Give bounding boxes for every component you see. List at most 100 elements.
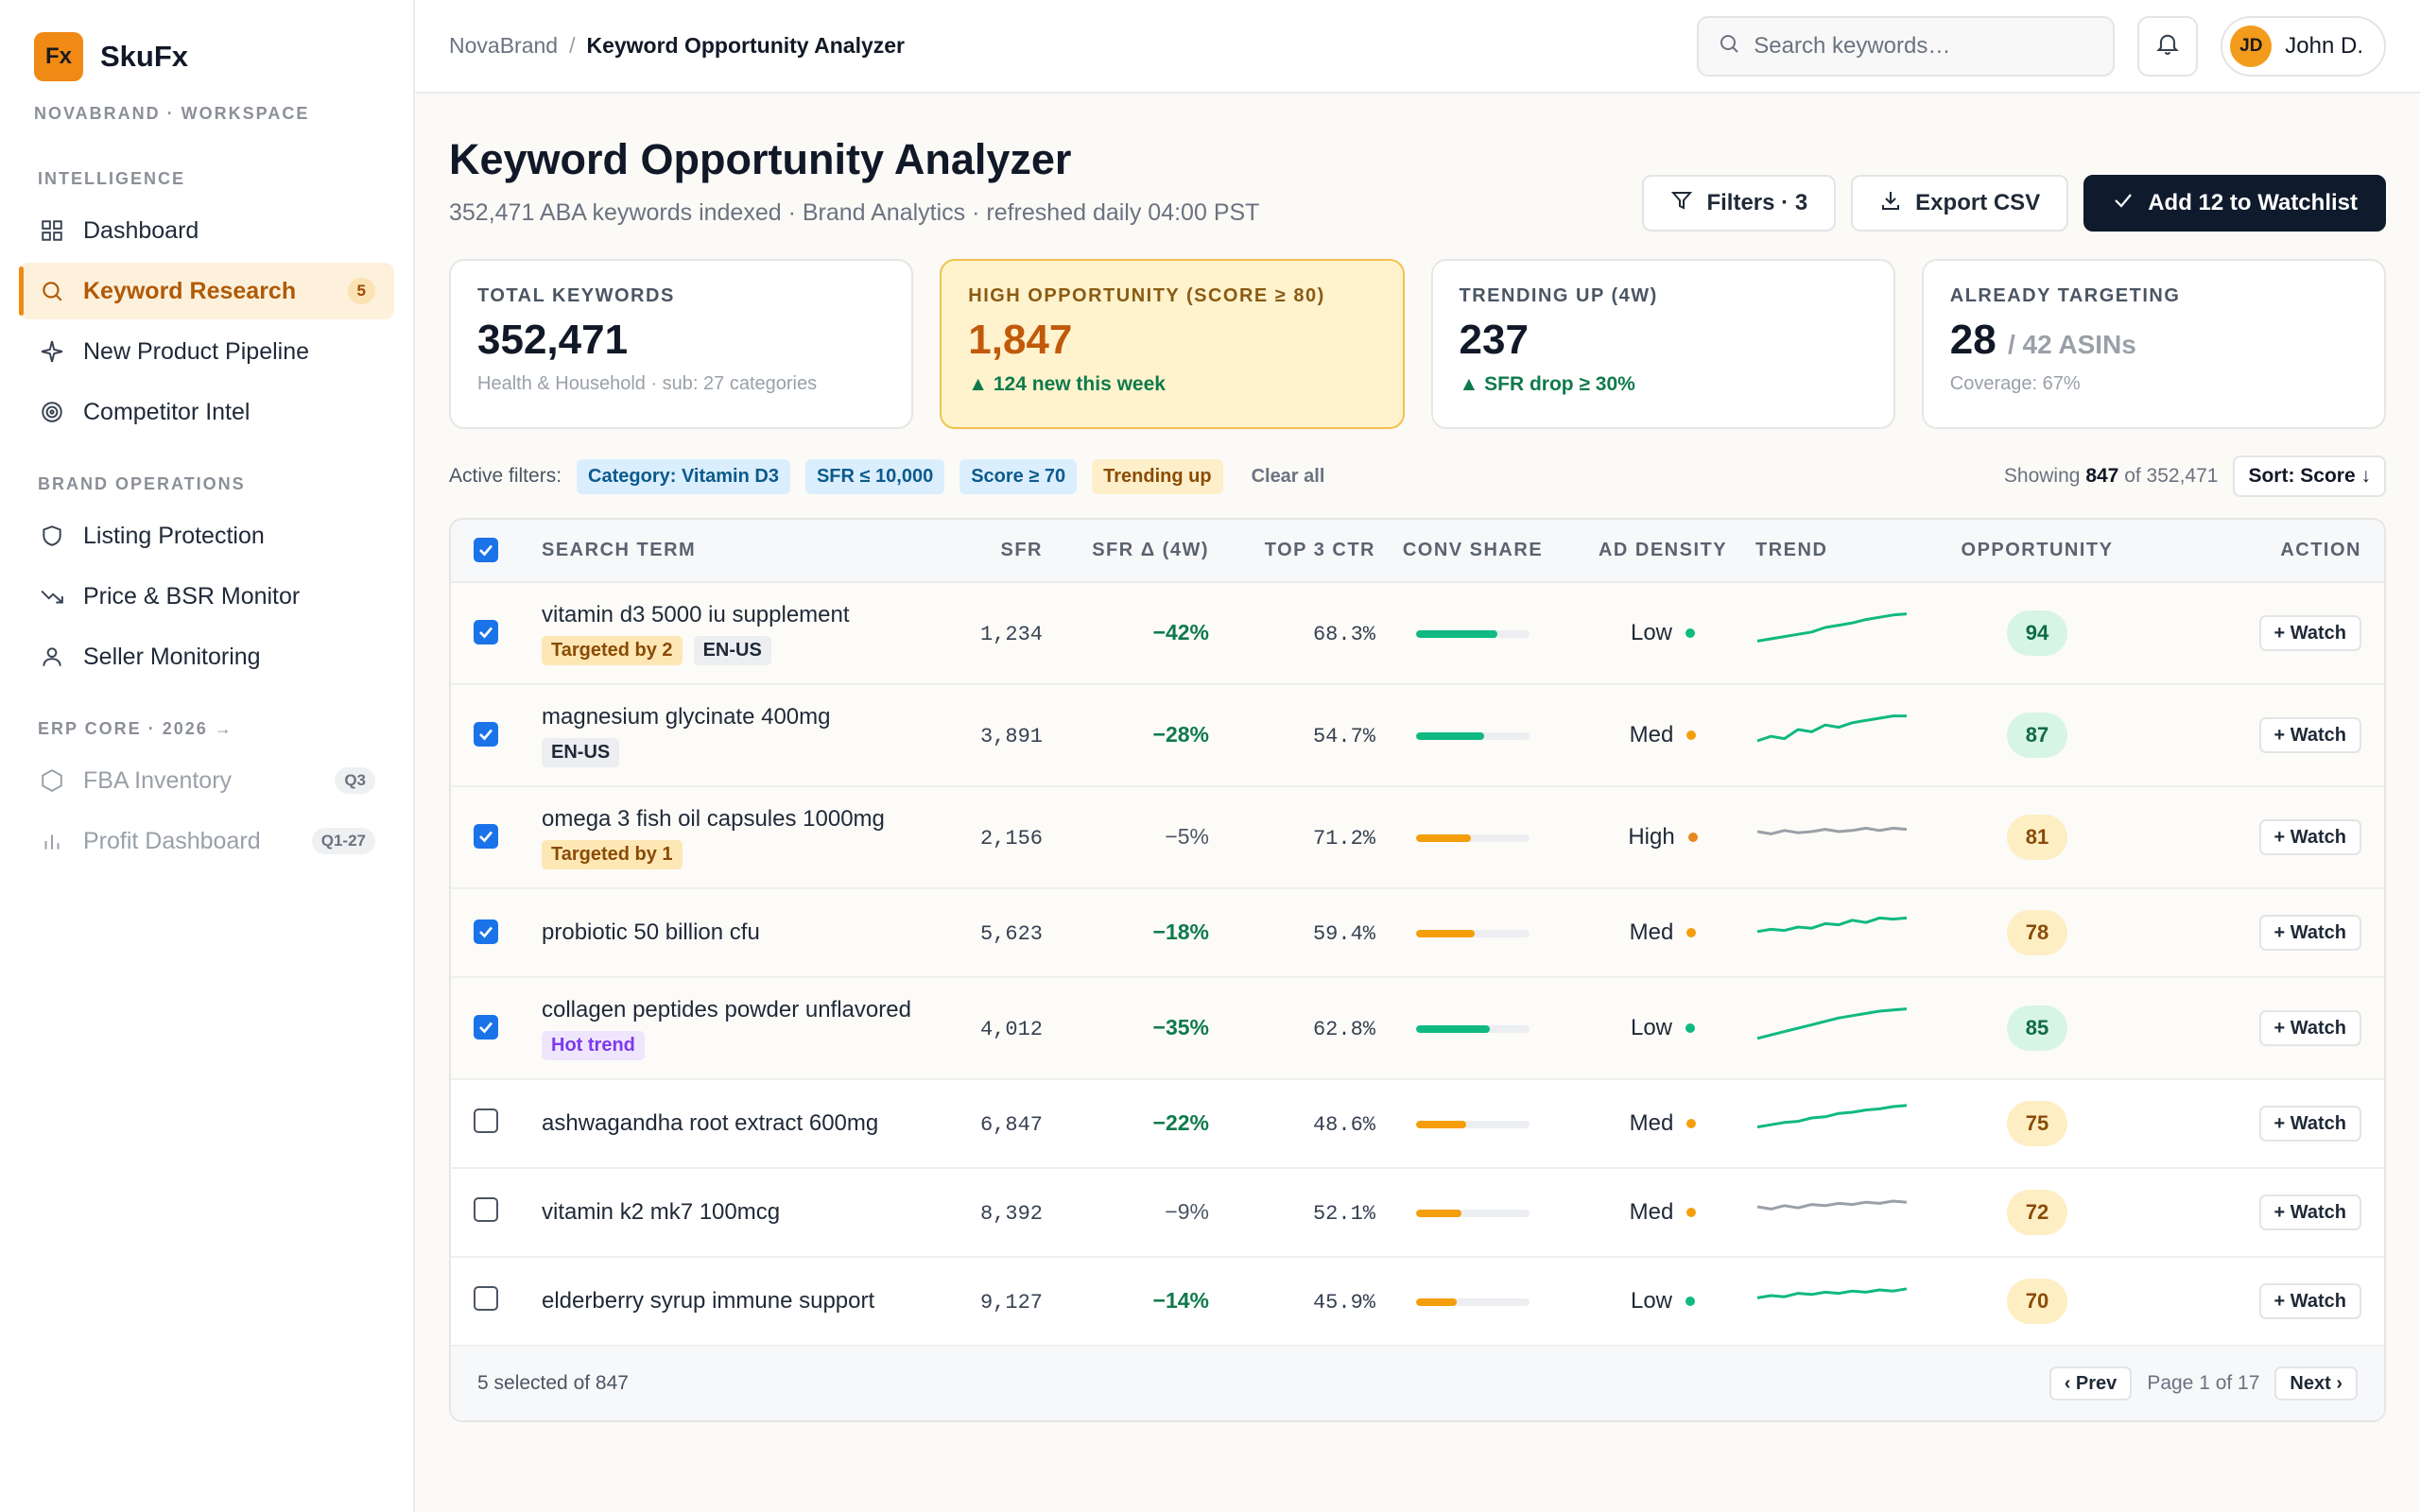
clear-all-filters-link[interactable]: Clear all bbox=[1251, 465, 1325, 487]
workspace-label: NOVABRAND · WORKSPACE bbox=[34, 104, 310, 123]
page-title: Keyword Opportunity Analyzer bbox=[449, 135, 1072, 183]
col-opportunity[interactable]: OPPORTUNITY bbox=[1954, 520, 2120, 583]
sidebar-item-listing-protection[interactable]: Listing Protection bbox=[19, 507, 394, 564]
col-search-term[interactable]: SEARCH TERM bbox=[542, 520, 958, 583]
stat-card-already-targeting[interactable]: ALREADY TARGETING 28 / 42 ASINs Coverage… bbox=[1921, 259, 2386, 429]
conv-share-bar bbox=[1416, 1120, 1530, 1128]
sidebar-item-new-product-pipeline[interactable]: New Product Pipeline bbox=[19, 323, 394, 380]
filters-button[interactable]: Filters · 3 bbox=[1642, 175, 1837, 232]
watch-button[interactable]: + Watch bbox=[2258, 717, 2361, 753]
table-row[interactable]: omega 3 fish oil capsules 1000mg Targete… bbox=[451, 786, 2384, 889]
search-term[interactable]: elderberry syrup immune support bbox=[542, 1288, 875, 1314]
conv-share-cell bbox=[1375, 1079, 1570, 1169]
row-checkbox[interactable] bbox=[474, 1285, 498, 1311]
table-row[interactable]: ashwagandha root extract 600mg 6,847 −22… bbox=[451, 1079, 2384, 1169]
user-name: John D. bbox=[2285, 32, 2363, 59]
keyword-table: SEARCH TERM SFR SFR Δ (4W) TOP 3 CTR CON… bbox=[449, 518, 2386, 1422]
trend-cell bbox=[1755, 786, 1954, 889]
watch-button[interactable]: + Watch bbox=[2258, 1010, 2361, 1046]
sidebar-item-label: Seller Monitoring bbox=[83, 643, 261, 670]
sparkle-icon bbox=[38, 337, 66, 366]
row-checkbox[interactable] bbox=[474, 619, 498, 644]
table-row[interactable]: collagen peptides powder unflavored Hot … bbox=[451, 977, 2384, 1080]
select-all-checkbox[interactable] bbox=[474, 537, 498, 562]
search-term-cell: vitamin d3 5000 iu supplement Targeted b… bbox=[542, 582, 958, 685]
action-cell: + Watch bbox=[2120, 1168, 2384, 1258]
sparkline-path bbox=[1756, 826, 1908, 835]
sidebar-item-keyword-research[interactable]: Keyword Research 5 bbox=[19, 263, 394, 319]
row-checkbox[interactable] bbox=[474, 1014, 498, 1040]
col-ad-density[interactable]: AD DENSITY bbox=[1570, 520, 1755, 583]
stat-card-trending-up[interactable]: TRENDING UP (4W) 237 ▲ SFR drop ≥ 30% bbox=[1430, 259, 1895, 429]
notifications-button[interactable] bbox=[2137, 15, 2199, 77]
sidebar-item-profit-dashboard[interactable]: Profit Dashboard Q1-27 bbox=[19, 813, 394, 869]
ad-density-dot bbox=[1686, 730, 1697, 740]
prev-page-button[interactable]: ‹ Prev bbox=[2048, 1366, 2133, 1400]
col-sfr-delta[interactable]: SFR Δ (4W) bbox=[1043, 520, 1209, 583]
table-row[interactable]: magnesium glycinate 400mg EN-US 3,891 −2… bbox=[451, 684, 2384, 787]
table-row[interactable]: vitamin d3 5000 iu supplement Targeted b… bbox=[451, 582, 2384, 685]
sfr-value: 5,623 bbox=[979, 922, 1043, 946]
sidebar-item-seller-monitoring[interactable]: Seller Monitoring bbox=[19, 628, 394, 685]
sparkline-path bbox=[1756, 1103, 1908, 1128]
watch-button[interactable]: + Watch bbox=[2258, 615, 2361, 651]
sidebar-item-competitor-intel[interactable]: Competitor Intel bbox=[19, 384, 394, 440]
user-menu[interactable]: JD John D. bbox=[2221, 15, 2386, 77]
search-term[interactable]: magnesium glycinate 400mg bbox=[542, 703, 831, 730]
opportunity-score: 81 bbox=[2007, 815, 2067, 860]
conv-share-cell bbox=[1375, 1257, 1570, 1347]
sidebar-item-dashboard[interactable]: Dashboard bbox=[19, 202, 394, 259]
add-to-watchlist-button[interactable]: Add 12 to Watchlist bbox=[2083, 175, 2386, 232]
row-checkbox[interactable] bbox=[474, 1196, 498, 1222]
search-input[interactable] bbox=[1754, 32, 2076, 60]
logo[interactable]: Fx SkuFx bbox=[19, 30, 394, 83]
search-term-cell: elderberry syrup immune support bbox=[542, 1257, 958, 1347]
next-page-button[interactable]: Next › bbox=[2274, 1366, 2358, 1400]
table-row[interactable]: probiotic 50 billion cfu 5,623 −18% 59.4… bbox=[451, 888, 2384, 978]
watch-button[interactable]: + Watch bbox=[2258, 1106, 2361, 1142]
col-sfr[interactable]: SFR bbox=[958, 520, 1043, 583]
sidebar-item-price-bsr-monitor[interactable]: Price & BSR Monitor bbox=[19, 568, 394, 625]
filter-chip-sfr[interactable]: SFR ≤ 10,000 bbox=[804, 458, 945, 494]
conv-share-bar bbox=[1416, 833, 1530, 842]
row-checkbox[interactable] bbox=[474, 823, 498, 849]
sort-dropdown[interactable]: Sort: Score ↓ bbox=[2233, 455, 2386, 497]
watch-button[interactable]: + Watch bbox=[2258, 819, 2361, 855]
stat-card-high-opportunity[interactable]: HIGH OPPORTUNITY (SCORE ≥ 80) 1,847 ▲ 12… bbox=[940, 259, 1405, 429]
table-row[interactable]: elderberry syrup immune support 9,127 −1… bbox=[451, 1257, 2384, 1347]
watch-button[interactable]: + Watch bbox=[2258, 1283, 2361, 1319]
filter-chip-trending[interactable]: Trending up bbox=[1092, 458, 1223, 494]
sfr-cell: 2,156 bbox=[958, 786, 1043, 889]
watch-button[interactable]: + Watch bbox=[2258, 1194, 2361, 1230]
col-top3-ctr[interactable]: TOP 3 CTR bbox=[1209, 520, 1375, 583]
ad-density-dot bbox=[1687, 833, 1698, 842]
row-select-cell bbox=[451, 888, 542, 978]
row-checkbox[interactable] bbox=[474, 1108, 498, 1133]
filter-chip-score[interactable]: Score ≥ 70 bbox=[959, 458, 1078, 494]
filter-chip-category[interactable]: Category: Vitamin D3 bbox=[577, 458, 790, 494]
sfr-value: 8,392 bbox=[979, 1202, 1043, 1226]
card-label: TOTAL KEYWORDS bbox=[477, 285, 675, 306]
search-term[interactable]: ashwagandha root extract 600mg bbox=[542, 1110, 879, 1136]
search-term[interactable]: vitamin d3 5000 iu supplement bbox=[542, 601, 850, 627]
search-term[interactable]: vitamin k2 mk7 100mcg bbox=[542, 1199, 781, 1225]
row-checkbox[interactable] bbox=[474, 721, 498, 747]
keyword-tag: Targeted by 2 bbox=[542, 635, 683, 665]
sparkline-path bbox=[1756, 713, 1907, 742]
breadcrumb-root[interactable]: NovaBrand bbox=[449, 33, 559, 58]
opportunity-cell: 70 bbox=[1954, 1257, 2120, 1347]
row-checkbox[interactable] bbox=[474, 919, 498, 944]
col-conv-share[interactable]: CONV SHARE bbox=[1375, 520, 1570, 583]
opportunity-cell: 85 bbox=[1954, 977, 2120, 1080]
ctr-cell: 45.9% bbox=[1209, 1257, 1375, 1347]
watch-button[interactable]: + Watch bbox=[2258, 915, 2361, 951]
search-term[interactable]: probiotic 50 billion cfu bbox=[542, 919, 760, 945]
trend-sparkline bbox=[1756, 1006, 1908, 1040]
export-csv-button[interactable]: Export CSV bbox=[1851, 175, 2069, 232]
search-term[interactable]: collagen peptides powder unflavored bbox=[542, 996, 911, 1022]
search-box[interactable] bbox=[1697, 15, 2116, 77]
sidebar-item-fba-inventory[interactable]: FBA Inventory Q3 bbox=[19, 752, 394, 809]
sidebar-item-label: Listing Protection bbox=[83, 522, 265, 549]
table-row[interactable]: vitamin k2 mk7 100mcg 8,392 −9% 52.1% Me… bbox=[451, 1168, 2384, 1258]
search-term[interactable]: omega 3 fish oil capsules 1000mg bbox=[542, 805, 885, 832]
